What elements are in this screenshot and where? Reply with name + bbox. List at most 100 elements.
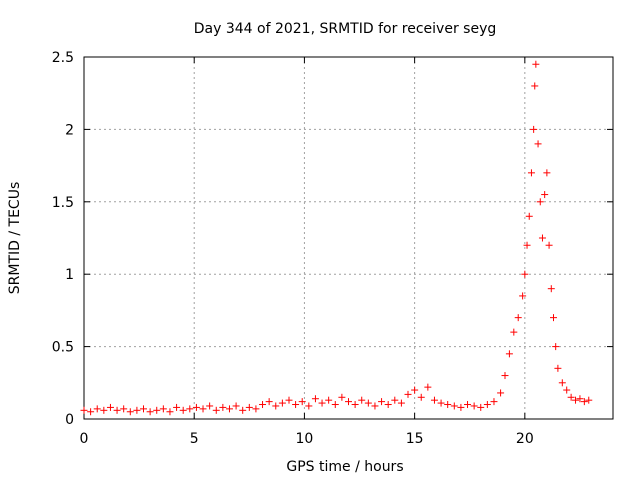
data-point [457, 403, 465, 411]
data-point [106, 403, 114, 411]
data-point [159, 405, 167, 413]
data-point [153, 406, 161, 414]
data-point [538, 234, 546, 242]
data-point [404, 390, 412, 398]
data-point [534, 140, 542, 148]
data-point [239, 406, 247, 414]
data-point [100, 406, 108, 414]
y-tick-label: 2.5 [52, 50, 74, 66]
data-point [259, 401, 267, 409]
data-point [580, 398, 588, 406]
data-point [532, 60, 540, 68]
data-point [173, 403, 181, 411]
data-point [93, 405, 101, 413]
data-point [338, 393, 346, 401]
data-point [552, 343, 560, 351]
data-point [576, 395, 584, 403]
data-point [133, 406, 141, 414]
x-tick-label: 5 [190, 431, 199, 447]
data-point [166, 408, 174, 416]
y-tick-label: 2 [65, 122, 74, 138]
data-point [470, 402, 478, 410]
grid [84, 57, 613, 419]
data-point [501, 372, 509, 380]
data-point [192, 403, 200, 411]
data-point [444, 401, 452, 409]
data-point [464, 401, 472, 409]
data-point [530, 125, 538, 133]
data-point [113, 406, 121, 414]
axis-ticks [83, 56, 613, 420]
data-point [411, 386, 419, 394]
data-point [371, 402, 379, 410]
data-point [305, 402, 313, 410]
data-point [483, 401, 491, 409]
data-point [292, 401, 300, 409]
data-point [477, 403, 485, 411]
data-point [430, 396, 438, 404]
data-point [252, 405, 260, 413]
plot-frame [83, 56, 614, 420]
data-point [527, 169, 535, 177]
data-point [146, 408, 154, 416]
data-point [232, 402, 240, 410]
data-point [87, 408, 95, 416]
data-point [212, 406, 220, 414]
data-point [397, 399, 405, 407]
data-point [225, 405, 233, 413]
x-tick-label: 0 [80, 431, 89, 447]
y-tick-label: 0.5 [52, 340, 74, 356]
data-point [525, 212, 533, 220]
y-tick-label: 1.5 [52, 195, 74, 211]
data-point [311, 395, 319, 403]
data-point [298, 398, 306, 406]
data-point [547, 285, 555, 293]
data-point [345, 398, 352, 406]
chart-title: Day 344 of 2021, SRMTID for receiver sey… [194, 21, 497, 37]
data-point [186, 405, 194, 413]
data-point [554, 364, 562, 372]
data-point [437, 399, 445, 407]
data-point [364, 399, 372, 407]
data-point [424, 383, 432, 391]
data-point [318, 399, 326, 407]
y-tick-label: 1 [65, 267, 74, 283]
data-point [140, 405, 148, 413]
y-tick-label: 0 [65, 412, 74, 428]
data-point [531, 82, 539, 90]
data-point [351, 401, 359, 409]
x-axis-label: GPS time / hours [286, 459, 403, 475]
axis-tick-labels: 0 5 10 15 20 0 0.5 1 1.5 2 2.5 [52, 50, 534, 447]
data-point [358, 396, 366, 404]
data-point [120, 405, 128, 413]
data-point [219, 403, 227, 411]
x-tick-label: 15 [406, 431, 424, 447]
data-point [519, 292, 527, 300]
data-point [541, 191, 549, 199]
data-point [521, 270, 529, 278]
x-tick-label: 10 [296, 431, 314, 447]
data-point [523, 241, 531, 249]
data-point [567, 393, 575, 401]
data-point [325, 396, 333, 404]
data-point [585, 396, 593, 404]
data-point [490, 398, 498, 406]
y-axis-label: SRMTID / TECUs [7, 182, 23, 295]
data-point [391, 396, 399, 404]
data-points [80, 60, 593, 416]
data-point [563, 386, 571, 394]
data-point [505, 350, 513, 358]
data-point [285, 396, 293, 404]
data-point [514, 314, 522, 322]
data-point [80, 406, 88, 414]
data-point [543, 169, 551, 177]
data-point [558, 379, 566, 387]
data-point [572, 396, 580, 404]
data-point [536, 198, 544, 206]
data-point [272, 402, 280, 410]
data-point [199, 405, 207, 413]
data-point [331, 401, 339, 409]
data-point [179, 406, 187, 414]
data-point [549, 314, 557, 322]
